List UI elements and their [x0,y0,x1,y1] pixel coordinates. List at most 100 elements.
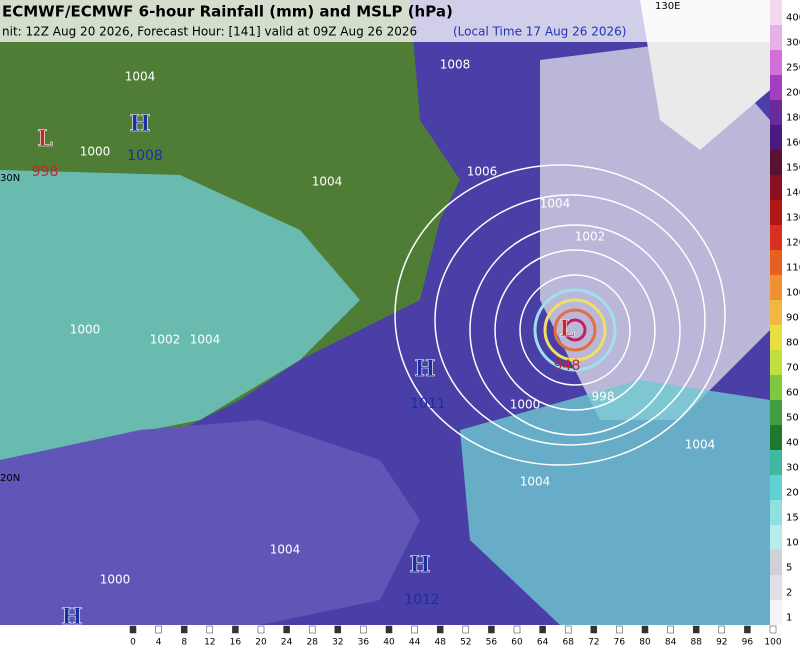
scale-label: 24 [281,638,293,648]
scale-tick [564,625,572,634]
scale-label: 64 [537,638,549,648]
isobar-label: 1002 [150,333,181,347]
colorbar-swatch [770,600,782,625]
scale-tick [360,625,367,634]
isobar-label: 1006 [467,165,498,179]
colorbar-swatch [770,100,782,125]
colorbar-swatch [770,150,782,175]
isobar-label: 1004 [520,475,551,489]
colorbar-label: 250 [786,63,800,74]
colorbar-label: 80 [786,338,799,349]
colorbar-swatch [770,0,782,25]
scale-tick [155,625,162,634]
center-symbol: L [559,316,574,342]
colorbar-swatch [770,125,782,150]
isobar-label: 1004 [312,175,343,189]
colorbar-label: 30 [786,463,799,474]
scale-label: 100 [764,638,781,648]
isobars [394,164,726,466]
colorbar-swatch [770,500,782,525]
scale-label: 68 [562,638,574,648]
isobar-label: 1008 [440,58,471,72]
center-symbol: H [130,111,151,137]
header-band [0,0,770,42]
scale-label: 4 [156,638,162,648]
colorbar-swatch [770,275,782,300]
colorbar-swatch [770,200,782,225]
scale-tick [667,625,674,634]
colorbar-swatch [770,525,782,550]
scale-label: 32 [332,638,343,648]
scale-label: 12 [204,638,215,648]
colorbar-label: 140 [786,188,800,199]
center-value: 948 [554,358,581,374]
colorbar-label: 20 [786,488,799,499]
colorbar-swatch [770,400,782,425]
colorbar-swatch [770,375,782,400]
center-symbol: L [37,126,52,152]
isobar-label: 1000 [100,573,131,587]
colorbar-label: 70 [786,363,799,374]
rain-area [0,170,360,460]
subtitle: nit: 12Z Aug 20 2026, Forecast Hour: [14… [2,25,417,39]
scale-tick [436,625,444,634]
scale-label: 8 [181,638,187,648]
colorbar-label: 40 [786,438,799,449]
colorbar-label: 150 [786,163,800,174]
scale-tick [590,625,598,634]
colorbar-label: 160 [786,138,800,149]
colorbar-label: 15 [786,513,799,524]
colorbar-swatch [770,450,782,475]
scale-label: 80 [639,638,651,648]
scale-tick [513,625,521,634]
lat-label: 20N [0,473,20,484]
colorbar-swatch [770,175,782,200]
scale-tick [129,625,137,634]
scale-label: 56 [486,638,498,648]
scale-tick [692,625,700,634]
isobar-label: 1002 [575,230,606,244]
scale-label: 52 [460,638,471,648]
typhoon-core [533,288,617,372]
title: ECMWF/ECMWF 6-hour Rainfall (mm) and MSL… [2,3,453,21]
colorbar-label: 300 [786,38,800,49]
colorbar-label: 200 [786,88,800,99]
isobar-label: 1004 [125,70,156,84]
scale-band [0,625,800,650]
lat-label: 30N [0,173,20,184]
colorbar-swatch [770,575,782,600]
scale-label: 0 [130,638,136,648]
isobar-label: 1000 [70,323,101,337]
center-value: 1012 [404,592,440,608]
rain-area [0,420,420,625]
colorbar-label: 120 [786,238,800,249]
scale-tick [180,625,188,634]
scale-tick [744,625,751,634]
colorbar-swatch [770,50,782,75]
scale-label: 44 [409,638,421,648]
scale-tick [283,625,290,634]
scale-label: 20 [255,638,267,648]
colorbar-label: 110 [786,263,800,274]
local-time: (Local Time 17 Aug 26 2026) [453,25,626,39]
lon-label: 130E [655,1,680,12]
scale-tick [232,625,239,634]
colorbar-swatch [770,250,782,275]
colorbar-label: 400 [786,13,800,24]
colorbar-label: 130 [786,213,800,224]
scale-label: 84 [665,638,677,648]
colorbar-label: 1 [786,613,792,624]
scale-label: 40 [383,638,395,648]
colorbar-label: 180 [786,113,800,124]
scale-tick [257,625,265,634]
scale-label: 88 [690,638,702,648]
scale-label: 60 [511,638,523,648]
colorbar-swatch [770,225,782,250]
colorbar-label: 60 [786,388,799,399]
center-symbol: H [415,356,436,382]
colorbar-label: 100 [786,288,800,299]
center-value: 998 [32,164,59,180]
isobar-label: 1004 [270,543,301,557]
